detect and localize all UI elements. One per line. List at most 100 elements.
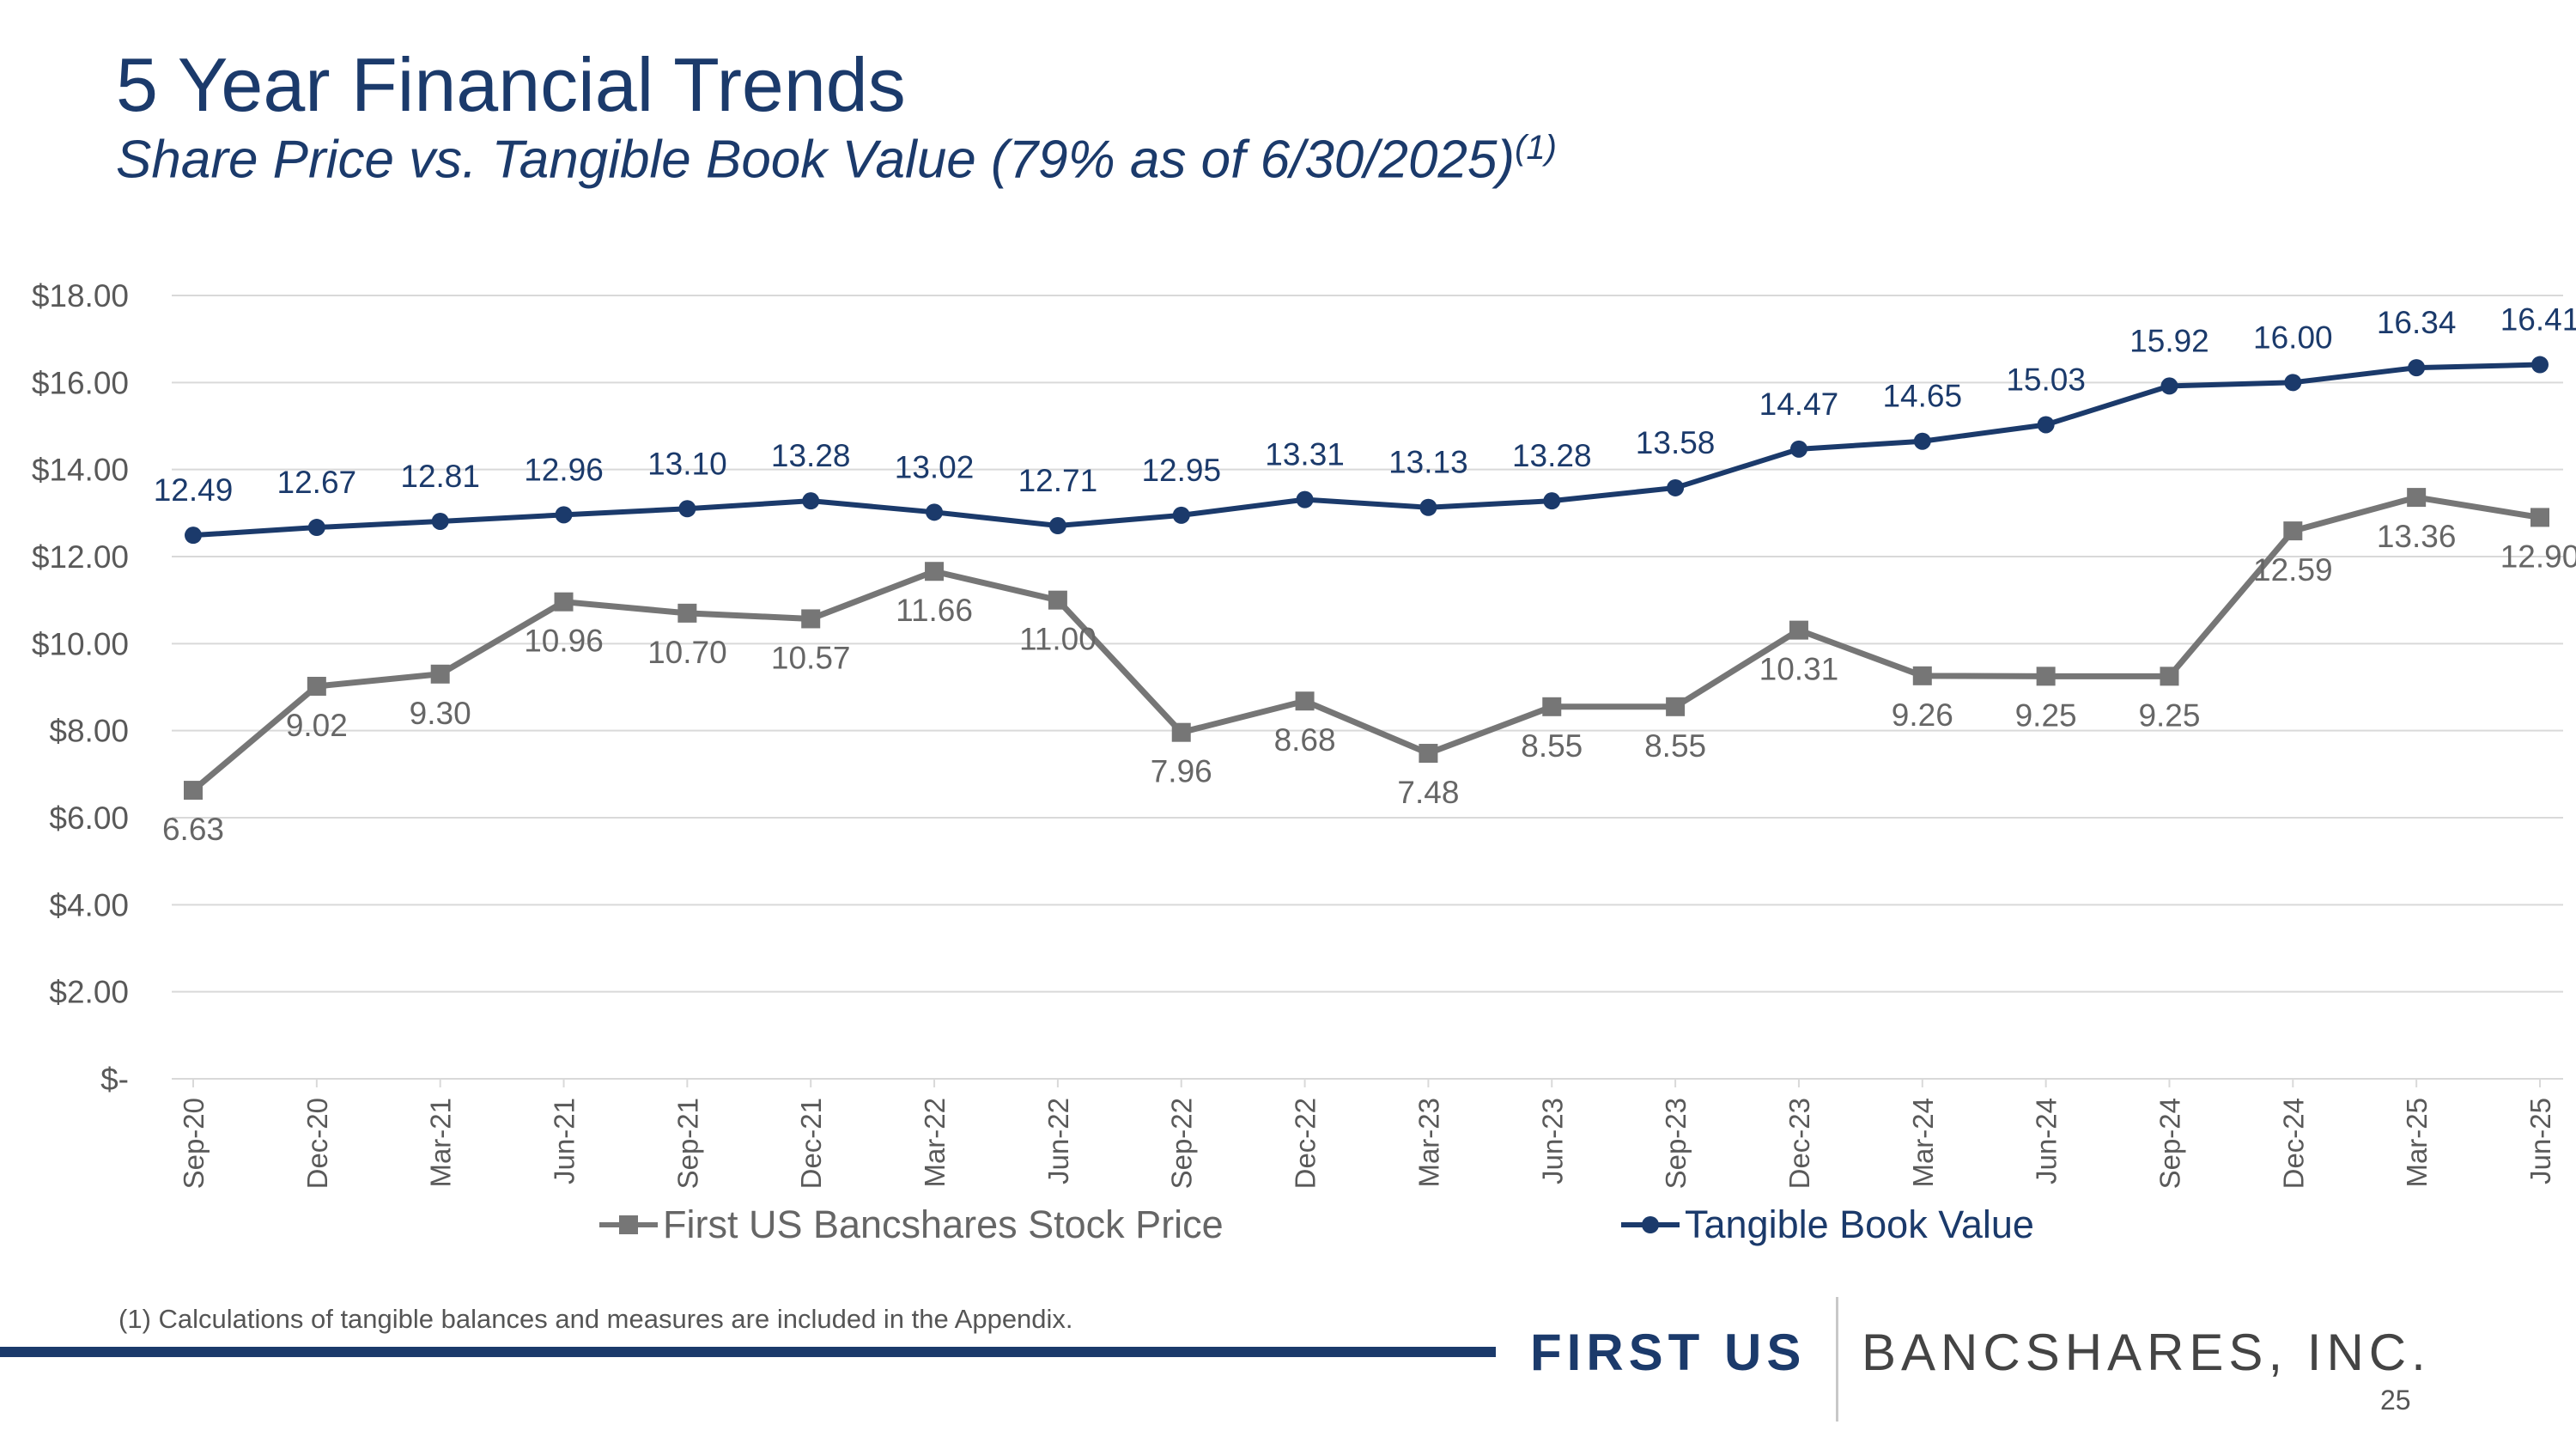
page-number: 25 [2380,1385,2411,1416]
x-tick-label: Mar-23 [1413,1098,1444,1188]
data-point-stock-price [307,676,326,696]
chart-x-axis: Sep-20 Dec-20 Mar-21 Jun-21 Sep-21 Dec-21 Mar-… [178,1079,2556,1189]
data-label: 12.95 [1141,453,1221,488]
y-tick-label: $16.00 [32,365,129,400]
data-point-stock-price [2530,508,2549,527]
data-label: 13.28 [1512,438,1592,473]
data-point-stock-price [677,603,697,623]
data-point-tbv [1419,498,1437,516]
data-point-stock-price [2407,488,2427,508]
data-point-tbv [185,527,202,545]
data-point-stock-price [2036,667,2056,686]
data-point-stock-price [1048,590,1067,610]
x-tick-label: Mar-24 [1907,1098,1939,1188]
data-label: 12.49 [154,472,234,508]
x-tick-label: Jun-23 [1536,1098,1568,1184]
legend-label: Tangible Book Value [1685,1202,2034,1246]
data-point-tbv [1667,478,1685,496]
y-tick-label: $2.00 [49,975,129,1010]
x-tick-label: Sep-24 [2154,1098,2185,1189]
data-point-tbv [2160,377,2178,395]
x-tick-label: Dec-21 [795,1098,827,1189]
chart-y-axis: $- $2.00 $4.00 $6.00 $8.00 $10.00 $12.00 $14.00… [32,278,129,1097]
data-label: 14.65 [1882,379,1962,414]
data-label: 6.63 [162,812,224,847]
legend-swatch-marker [1642,1216,1659,1233]
data-point-tbv [678,500,696,518]
data-point-tbv [307,519,325,537]
data-point-stock-price [430,664,450,684]
data-label: 12.59 [2253,552,2333,588]
legend-swatch-marker [619,1215,638,1234]
data-label: 13.58 [1636,425,1716,460]
data-label: 13.13 [1388,445,1468,480]
x-tick-label: Jun-21 [549,1098,580,1184]
data-point-tbv [926,503,944,521]
data-label: 13.36 [2377,519,2457,554]
data-label: 9.30 [410,696,471,731]
data-point-stock-price [1171,722,1191,742]
y-tick-label: $12.00 [32,539,129,575]
data-label: 8.68 [1274,722,1336,758]
data-label: 13.28 [771,438,851,473]
data-point-tbv [555,506,573,524]
chart-data-labels: 6.63 9.02 9.30 10.96 10.70 10.57 11.66 11.00 7.9… [154,302,2576,848]
data-point-tbv [1296,490,1314,508]
page-title: 5 Year Financial Trends [116,42,906,127]
brand-logo-first-us: FIRST US [1530,1324,1807,1381]
data-label: 9.26 [1892,697,1953,733]
data-label: 14.47 [1759,387,1839,422]
data-point-stock-price [1295,691,1315,711]
data-label: 13.02 [895,449,975,484]
data-label: 12.90 [2500,539,2576,574]
data-point-stock-price [2283,521,2303,541]
data-point-tbv [802,492,820,510]
x-tick-label: Mar-25 [2401,1098,2433,1188]
subtitle-text: Share Price vs. Tangible Book Value (79%… [116,130,1516,190]
x-tick-label: Jun-25 [2524,1098,2556,1184]
data-label: 12.81 [400,459,480,494]
data-point-tbv [2408,359,2426,377]
x-tick-label: Dec-23 [1783,1098,1815,1189]
data-point-stock-price [184,781,203,801]
y-tick-label: $14.00 [32,453,129,488]
data-label: 16.41 [2500,302,2576,338]
data-point-tbv [1048,517,1066,535]
series-line-tangible-book-value [192,362,2541,539]
data-point-tbv [431,512,449,530]
x-tick-label: Dec-22 [1290,1098,1321,1189]
y-tick-label: $4.00 [49,887,129,922]
data-point-stock-price [925,562,945,581]
data-label: 9.02 [286,708,348,743]
chart-series [184,356,2549,801]
data-label: 15.92 [2129,323,2209,358]
x-tick-label: Sep-22 [1166,1098,1198,1189]
x-tick-label: Mar-21 [425,1098,457,1188]
legend-label: First US Bancshares Stock Price [663,1202,1224,1246]
data-point-tbv [1789,440,1807,458]
data-point-tbv [1543,492,1561,510]
x-tick-label: Sep-20 [178,1098,210,1189]
data-label: 12.71 [1018,463,1098,498]
x-tick-label: Jun-24 [2031,1098,2063,1184]
data-label: 8.55 [1521,728,1583,764]
data-point-stock-price [1419,744,1438,764]
footnote: (1) Calculations of tangible balances an… [118,1304,1073,1334]
y-tick-label: $8.00 [49,714,129,749]
y-tick-label: $6.00 [49,801,129,836]
data-label: 7.48 [1397,775,1459,810]
data-label: 10.57 [771,640,851,675]
data-point-tbv [2284,374,2302,392]
data-point-stock-price [1912,666,1932,685]
data-point-tbv [1172,506,1190,524]
data-point-stock-price [554,592,574,612]
data-point-stock-price [1542,697,1562,716]
data-label: 16.00 [2253,320,2333,355]
data-label: 7.96 [1151,754,1212,789]
x-tick-label: Jun-22 [1042,1098,1074,1184]
data-point-stock-price [1666,697,1686,716]
y-tick-label: $- [100,1062,129,1097]
data-label: 13.31 [1265,437,1345,472]
data-point-tbv [1913,432,1931,450]
